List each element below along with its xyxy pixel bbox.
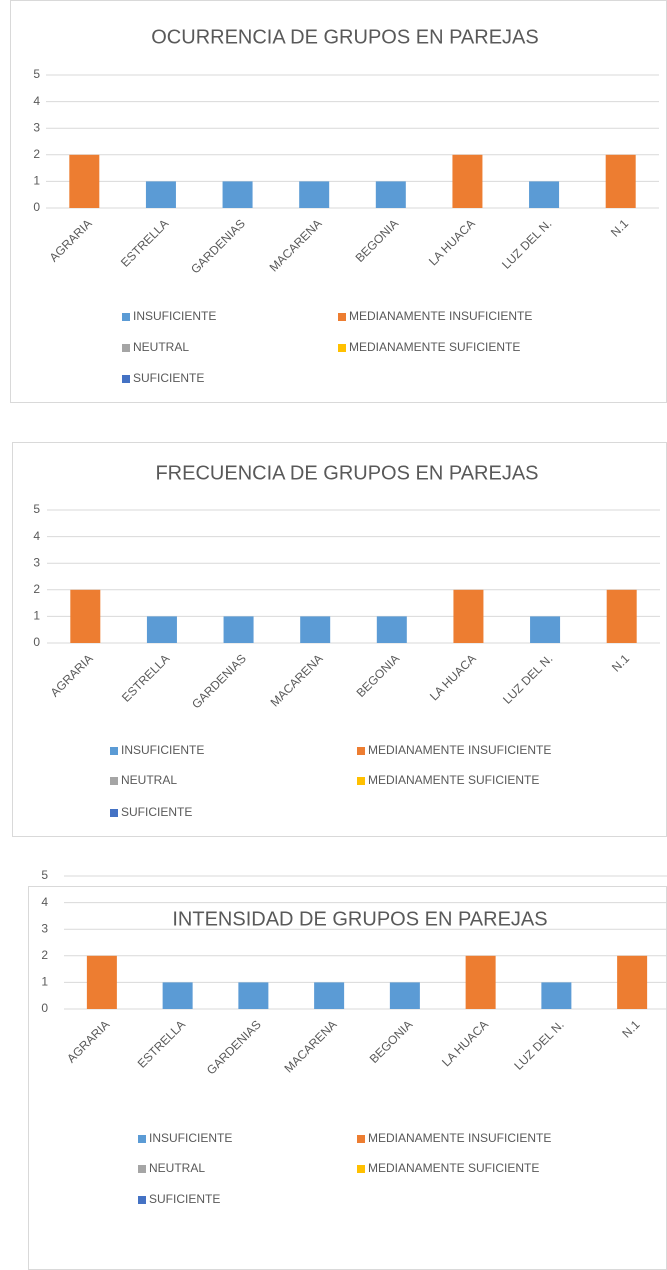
bar [617, 955, 648, 1009]
bar [375, 181, 406, 208]
y-tick-label: 4 [41, 895, 48, 909]
legend-label: MEDIANAMENTE INSUFICIENTE [349, 309, 532, 323]
legend-swatch [110, 777, 118, 785]
legend-label: MEDIANAMENTE SUFICIENTE [349, 340, 520, 354]
legend-swatch [138, 1135, 146, 1143]
y-tick-label: 0 [33, 635, 40, 649]
bar [70, 589, 101, 643]
legend-swatch [122, 344, 130, 352]
bar [238, 982, 269, 1009]
y-tick-label: 3 [33, 555, 40, 569]
chart-title: INTENSIDAD DE GRUPOS EN PAREJAS [172, 908, 547, 930]
legend-label: SUFICIENTE [149, 1192, 220, 1206]
legend-swatch [357, 777, 365, 785]
bar [541, 982, 572, 1009]
bar [452, 154, 483, 208]
bar [389, 982, 420, 1009]
legend-label: NEUTRAL [133, 340, 189, 354]
bar [606, 589, 637, 643]
y-tick-label: 1 [33, 174, 40, 188]
bar [465, 955, 496, 1009]
y-tick-label: 3 [33, 120, 40, 134]
legend-label: MEDIANAMENTE INSUFICIENTE [368, 1131, 551, 1145]
bar [530, 616, 561, 643]
bar [605, 154, 636, 208]
bar [162, 982, 193, 1009]
bar [69, 154, 100, 208]
y-tick-label: 0 [33, 200, 40, 214]
bar [86, 955, 117, 1009]
chart-frame [10, 0, 667, 403]
y-tick-label: 3 [41, 921, 48, 935]
bar [222, 181, 253, 208]
bar [376, 616, 407, 643]
bar [300, 616, 331, 643]
legend-swatch [357, 747, 365, 755]
legend-swatch [338, 313, 346, 321]
bar [314, 982, 345, 1009]
y-tick-label: 5 [33, 502, 40, 516]
y-tick-label: 5 [33, 67, 40, 81]
y-tick-label: 1 [41, 975, 48, 989]
legend-swatch [122, 313, 130, 321]
chart-title: FRECUENCIA DE GRUPOS EN PAREJAS [155, 462, 538, 484]
bar [299, 181, 330, 208]
legend-label: SUFICIENTE [121, 805, 192, 819]
y-tick-label: 5 [41, 868, 48, 882]
bar [223, 616, 254, 643]
legend-label: MEDIANAMENTE INSUFICIENTE [368, 743, 551, 757]
bar [453, 589, 484, 643]
chart-title: OCURRENCIA DE GRUPOS EN PAREJAS [151, 26, 538, 48]
y-tick-label: 0 [41, 1001, 48, 1015]
legend-swatch [110, 747, 118, 755]
legend-swatch [338, 344, 346, 352]
legend-swatch [138, 1165, 146, 1173]
legend-label: INSUFICIENTE [133, 309, 216, 323]
legend-label: NEUTRAL [149, 1161, 205, 1175]
bar [529, 181, 560, 208]
y-tick-label: 2 [33, 147, 40, 161]
y-tick-label: 4 [33, 529, 40, 543]
y-tick-label: 1 [33, 609, 40, 623]
chart-frame [28, 886, 667, 1270]
bar [146, 616, 177, 643]
y-tick-label: 2 [33, 582, 40, 596]
y-tick-label: 2 [41, 948, 48, 962]
legend-swatch [357, 1165, 365, 1173]
legend-label: INSUFICIENTE [121, 743, 204, 757]
bar [145, 181, 176, 208]
legend-label: MEDIANAMENTE SUFICIENTE [368, 773, 539, 787]
legend-swatch [122, 375, 130, 383]
legend-swatch [357, 1135, 365, 1143]
legend-label: NEUTRAL [121, 773, 177, 787]
legend-label: SUFICIENTE [133, 371, 204, 385]
legend-label: MEDIANAMENTE SUFICIENTE [368, 1161, 539, 1175]
legend-swatch [138, 1196, 146, 1204]
legend-swatch [110, 809, 118, 817]
legend-label: INSUFICIENTE [149, 1131, 232, 1145]
y-tick-label: 4 [33, 94, 40, 108]
